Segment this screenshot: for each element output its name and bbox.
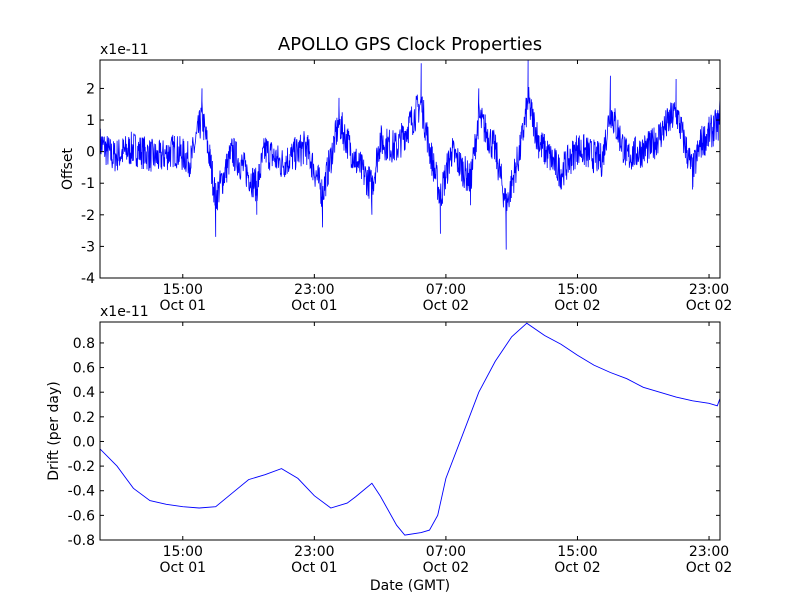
axis-offset-text: x1e-11 <box>100 304 149 320</box>
x-tick-label-date: Oct 01 <box>160 298 206 314</box>
x-tick-label: 15:00 <box>557 544 597 560</box>
y-tick-label: 0.8 <box>73 336 95 352</box>
y-tick-label: -4 <box>81 271 95 287</box>
x-tick-label: 15:00 <box>557 282 597 298</box>
x-tick-label-date: Oct 02 <box>423 298 469 314</box>
x-tick-label: 15:00 <box>163 544 203 560</box>
series-line <box>100 322 720 536</box>
x-tick-label-date: Oct 02 <box>686 560 732 576</box>
y-tick-label: 1 <box>86 113 95 129</box>
x-tick-label-date: Oct 02 <box>554 298 600 314</box>
x-tick-label: 23:00 <box>294 544 334 560</box>
y-axis-label: Offset <box>60 147 76 190</box>
x-tick-label: 15:00 <box>163 282 203 298</box>
y-tick-label: -0.8 <box>68 533 95 549</box>
y-tick-label: -0.6 <box>68 508 95 524</box>
axis-offset-text: x1e-11 <box>100 42 149 58</box>
axes-frame <box>99 321 721 541</box>
x-tick-label-date: Oct 02 <box>554 560 600 576</box>
y-axis-label: Drift (per day) <box>46 381 62 480</box>
x-tick-label-date: Oct 01 <box>291 298 337 314</box>
y-tick-label: 0.0 <box>73 434 95 450</box>
x-tick-label: 23:00 <box>294 282 334 298</box>
x-tick-label: 07:00 <box>426 282 466 298</box>
y-tick-label: 0.6 <box>73 361 95 377</box>
x-tick-label: 23:00 <box>689 282 729 298</box>
series-line <box>100 60 720 250</box>
chart-title: APOLLO GPS Clock Properties <box>278 34 542 55</box>
x-tick-label-date: Oct 02 <box>686 298 732 314</box>
y-tick-label: -0.2 <box>68 459 95 475</box>
y-tick-label: 0.2 <box>73 410 95 426</box>
y-tick-label: -3 <box>81 239 95 255</box>
drift-panel: -0.8-0.6-0.4-0.20.00.20.40.60.815:00Oct … <box>46 304 732 576</box>
x-tick-label-date: Oct 01 <box>291 560 337 576</box>
y-tick-label: -2 <box>81 208 95 224</box>
y-tick-label: 0.4 <box>73 385 95 401</box>
x-tick-label-date: Oct 01 <box>160 560 206 576</box>
y-tick-label: -0.4 <box>68 484 95 500</box>
x-tick-label-date: Oct 02 <box>423 560 469 576</box>
y-tick-label: 2 <box>86 81 95 97</box>
y-tick-label: -1 <box>81 176 95 192</box>
axes-frame <box>99 59 721 279</box>
x-tick-label: 23:00 <box>689 544 729 560</box>
x-tick-label: 07:00 <box>426 544 466 560</box>
y-tick-label: 0 <box>86 145 95 161</box>
x-axis-label: Date (GMT) <box>370 578 450 594</box>
